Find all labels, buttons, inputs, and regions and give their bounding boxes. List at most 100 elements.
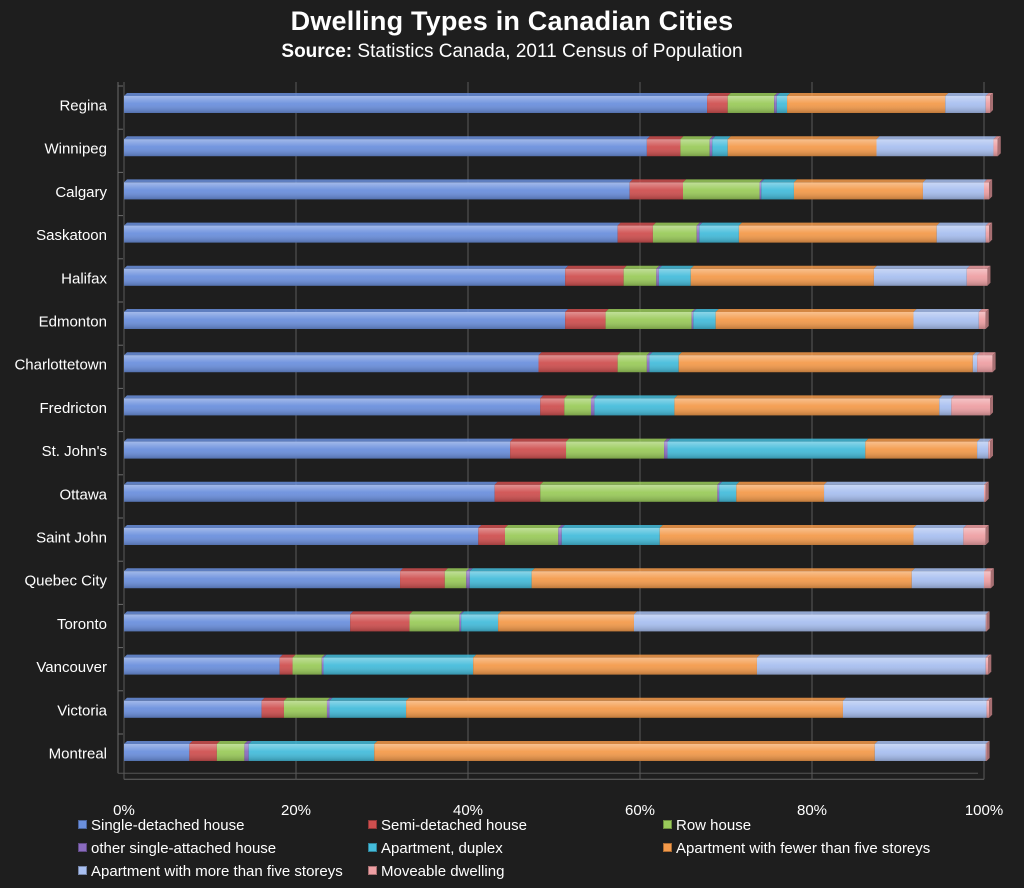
bar-segment [988, 438, 994, 459]
bars [124, 93, 1001, 761]
bar-segment [756, 654, 989, 675]
x-tick-label: 20% [281, 802, 311, 819]
bar-segment [939, 395, 955, 416]
bar-segment [793, 179, 926, 200]
bar-segment [590, 395, 598, 416]
bar-segment [124, 654, 283, 675]
bar-segment [646, 136, 684, 157]
legend-label: other single-attached house [91, 840, 277, 857]
legend-item: Apartment with fewer than five storeys [663, 839, 930, 859]
bar-end-cap [986, 741, 990, 761]
y-category-label: Fredricton [39, 400, 107, 417]
bar-segment [985, 741, 990, 761]
x-tick-label: 0% [113, 802, 135, 819]
legend-swatch [368, 819, 377, 829]
legend-label: Single-detached house [91, 817, 245, 834]
bar-segment [124, 179, 633, 200]
bar-segment [374, 741, 878, 761]
bar-segment [945, 93, 989, 113]
legend-item: Row house [663, 816, 751, 836]
bar-segment [693, 309, 719, 329]
bar-segment [659, 525, 917, 545]
bar-segment [633, 611, 989, 632]
bar-end-cap [985, 525, 989, 545]
bar-end-cap [988, 654, 992, 675]
bar-segment [561, 525, 663, 545]
bar-segment [459, 611, 465, 632]
bar-segment [936, 222, 989, 243]
bar-segment [707, 93, 731, 113]
x-tick-label: 100% [965, 802, 1003, 819]
bar-segment [664, 438, 671, 459]
bar-end-cap [997, 136, 1001, 157]
x-tick-label: 80% [797, 802, 827, 819]
bar-segment [594, 395, 678, 416]
bar-segment [617, 352, 650, 373]
bar-segment [656, 265, 662, 286]
bar-segment [326, 697, 333, 718]
bar-segment [531, 568, 915, 589]
bar-segment [400, 568, 448, 589]
bar-segment [124, 525, 482, 545]
legend-item: Semi-detached house [368, 816, 527, 836]
bar-segment [406, 697, 846, 718]
bar-segment [629, 179, 686, 200]
bar-segment [658, 265, 694, 286]
bar-segment [646, 352, 653, 373]
bar-segment [605, 309, 695, 329]
bar-segment [683, 179, 763, 200]
legend-swatch [78, 842, 87, 852]
bar-segment [461, 611, 502, 632]
bar-segment [978, 309, 989, 329]
bar-segment [727, 136, 880, 157]
bar-segment [124, 136, 650, 157]
bar-segment [565, 265, 627, 286]
bar-segment [678, 352, 976, 373]
bar-segment [977, 352, 996, 373]
y-category-label: Winnipeg [44, 141, 107, 158]
bar-segment [985, 222, 993, 243]
bar-segment [292, 654, 325, 675]
bar-segment [667, 438, 869, 459]
x-tick-label: 60% [625, 802, 655, 819]
bar-segment [873, 265, 970, 286]
bar-segment [124, 309, 569, 329]
bar-segment [124, 438, 514, 459]
bar-segment [963, 525, 989, 545]
bar-segment [696, 222, 703, 243]
y-category-label: Halifax [61, 270, 107, 287]
bar-end-cap [985, 481, 989, 502]
bar-segment [993, 136, 1001, 157]
bar-segment [712, 136, 731, 157]
bar-segment [977, 438, 992, 459]
bar-segment [986, 697, 993, 718]
bar-segment [124, 222, 621, 243]
bar-segment [538, 352, 621, 373]
bar-segment [124, 568, 404, 589]
bar-segment [652, 222, 700, 243]
bar-segment [504, 525, 562, 545]
bar-end-cap [990, 438, 994, 459]
bar-segment [736, 481, 828, 502]
bar-end-cap [985, 309, 989, 329]
y-category-label: Quebec City [24, 573, 107, 590]
legend-item: Apartment with more than five storeys [78, 862, 343, 882]
bar-segment [727, 93, 778, 113]
legend-label: Row house [676, 817, 752, 834]
bar-end-cap [989, 222, 993, 243]
bar-end-cap [989, 179, 993, 200]
legend-label: Apartment, duplex [381, 840, 503, 857]
bar-segment [985, 611, 990, 632]
bar-segment [951, 395, 994, 416]
bar-segment [984, 568, 994, 589]
bar-segment [124, 395, 544, 416]
bar-segment [564, 395, 594, 416]
bar-segment [842, 697, 990, 718]
bar-segment [876, 136, 997, 157]
bar-segment [124, 741, 193, 761]
bar-segment [680, 136, 713, 157]
bar-segment [510, 438, 570, 459]
bar-segment [321, 654, 327, 675]
bar-segment [738, 222, 940, 243]
bar-segment [124, 481, 498, 502]
